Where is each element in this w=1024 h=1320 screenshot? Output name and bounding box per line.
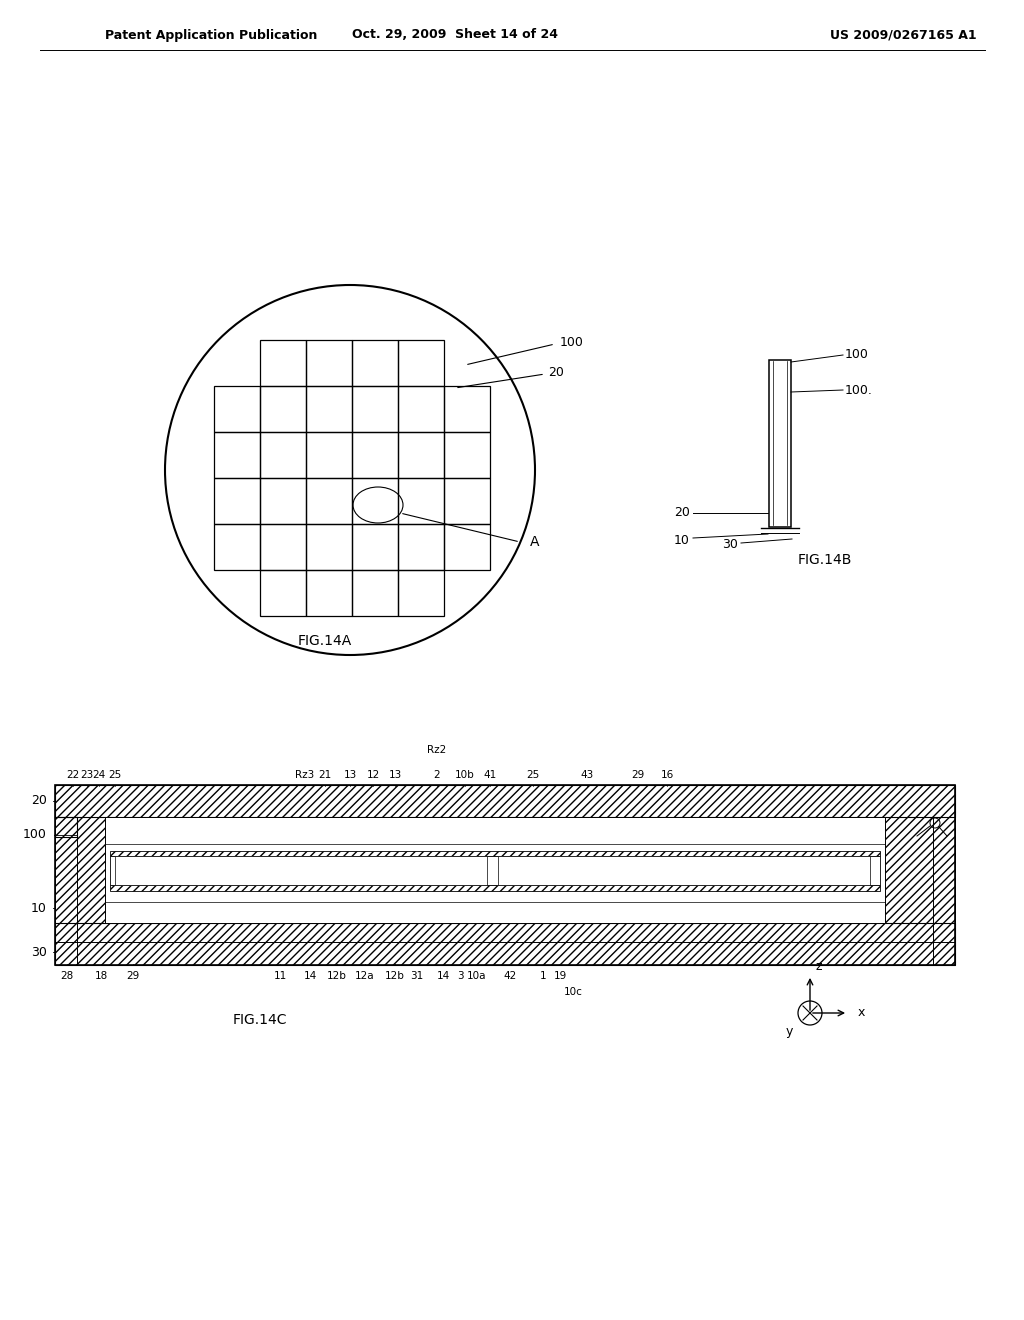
Text: z: z [816, 961, 822, 974]
Text: 42: 42 [504, 972, 517, 981]
Bar [214, 478, 260, 524]
Bar [352, 570, 398, 616]
Bar [115, 857, 487, 884]
Text: 100.: 100. [845, 384, 872, 396]
Text: y: y [785, 1024, 793, 1038]
Text: 28: 28 [60, 972, 74, 981]
Text: 12: 12 [367, 770, 380, 780]
Text: Patent Application Publication: Patent Application Publication [105, 29, 317, 41]
Text: 21: 21 [318, 770, 332, 780]
Text: 12a: 12a [355, 972, 375, 981]
Text: 23: 23 [80, 770, 93, 780]
Text: 12b: 12b [385, 972, 404, 981]
Text: 20: 20 [31, 795, 47, 808]
Bar [769, 360, 791, 527]
Bar [352, 385, 398, 432]
Bar [260, 478, 306, 524]
Text: 30: 30 [31, 946, 47, 958]
Text: 29: 29 [632, 770, 645, 780]
Bar [214, 524, 260, 570]
Text: 12b: 12b [327, 972, 347, 981]
Text: 10: 10 [674, 533, 690, 546]
Text: A: A [530, 535, 540, 549]
Bar [214, 385, 260, 432]
Bar [55, 785, 955, 817]
Text: Oct. 29, 2009  Sheet 14 of 24: Oct. 29, 2009 Sheet 14 of 24 [352, 29, 558, 41]
Text: 11: 11 [273, 972, 287, 981]
Bar [352, 524, 398, 570]
Bar [110, 851, 880, 855]
Bar [55, 923, 955, 965]
Bar [306, 385, 352, 432]
Text: Rz3: Rz3 [295, 770, 314, 780]
Text: 19: 19 [553, 972, 566, 981]
Bar [55, 817, 105, 923]
Text: 20: 20 [674, 507, 690, 520]
Bar [398, 524, 444, 570]
Text: 10b: 10b [455, 770, 475, 780]
Bar [398, 385, 444, 432]
Bar [214, 432, 260, 478]
Text: 20: 20 [548, 366, 564, 379]
Text: 100: 100 [560, 335, 584, 348]
Text: 30: 30 [722, 539, 738, 552]
Bar [260, 524, 306, 570]
Bar [260, 385, 306, 432]
Text: 16: 16 [660, 770, 674, 780]
Text: FIG.14B: FIG.14B [798, 553, 852, 568]
Text: 29: 29 [126, 972, 139, 981]
Text: 3: 3 [457, 972, 463, 981]
Text: 13: 13 [343, 770, 356, 780]
Bar [260, 341, 306, 385]
Text: Rz2: Rz2 [427, 744, 446, 755]
Bar [498, 857, 870, 884]
Text: FIG.14C: FIG.14C [232, 1012, 288, 1027]
Text: 10c: 10c [563, 987, 583, 997]
Text: FIG.14A: FIG.14A [298, 634, 352, 648]
Text: 31: 31 [411, 972, 424, 981]
Text: 1: 1 [540, 972, 547, 981]
Bar [444, 478, 490, 524]
Text: 25: 25 [109, 770, 122, 780]
Bar [352, 341, 398, 385]
Text: 10a: 10a [467, 972, 486, 981]
Bar [352, 478, 398, 524]
Text: 14: 14 [303, 972, 316, 981]
Bar [260, 570, 306, 616]
Bar [260, 432, 306, 478]
Bar [444, 524, 490, 570]
Bar [444, 385, 490, 432]
Text: 2: 2 [434, 770, 440, 780]
Bar [306, 524, 352, 570]
Bar [110, 855, 880, 886]
Bar [398, 478, 444, 524]
Bar [306, 478, 352, 524]
Text: 14: 14 [436, 972, 450, 981]
Text: 13: 13 [388, 770, 401, 780]
Bar [306, 432, 352, 478]
Text: 100: 100 [845, 348, 869, 362]
Bar [306, 570, 352, 616]
Text: 22: 22 [67, 770, 80, 780]
Text: 25: 25 [526, 770, 540, 780]
Bar [885, 817, 955, 923]
Text: 18: 18 [94, 972, 108, 981]
Bar [55, 785, 955, 965]
Bar [398, 432, 444, 478]
Text: x: x [858, 1006, 865, 1019]
Bar [306, 341, 352, 385]
Text: 41: 41 [483, 770, 497, 780]
Text: 10: 10 [31, 902, 47, 915]
Text: US 2009/0267165 A1: US 2009/0267165 A1 [830, 29, 977, 41]
Text: 24: 24 [92, 770, 105, 780]
Text: 43: 43 [581, 770, 594, 780]
Bar [398, 570, 444, 616]
Bar [444, 432, 490, 478]
Bar [398, 341, 444, 385]
Text: 100: 100 [24, 829, 47, 842]
Bar [110, 886, 880, 891]
Bar [105, 817, 885, 923]
Bar [352, 432, 398, 478]
